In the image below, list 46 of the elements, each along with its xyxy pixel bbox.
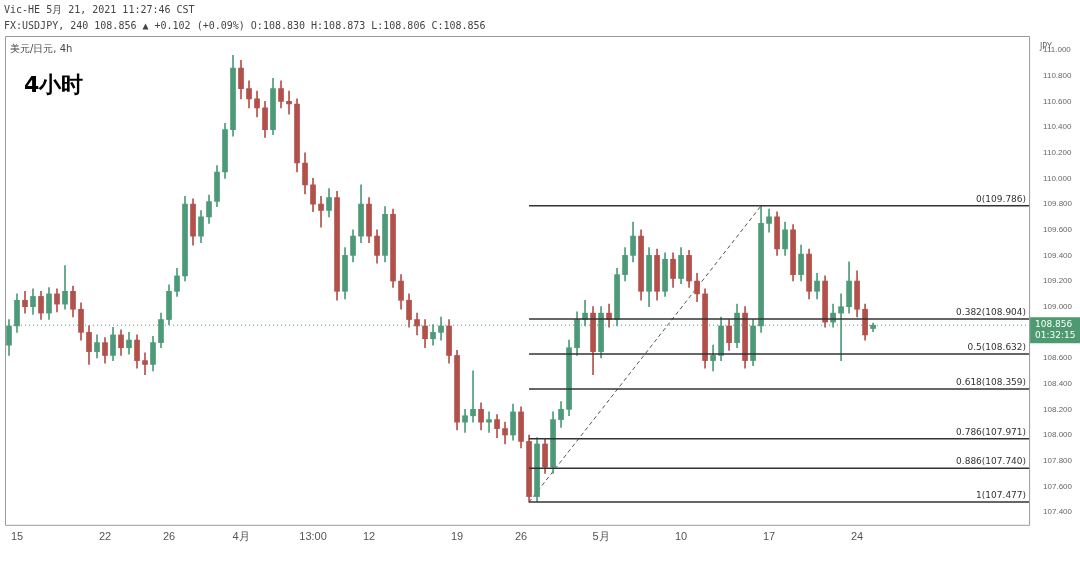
y-tick-label: 110.800 [1043, 70, 1072, 80]
x-tick-label: 24 [850, 530, 864, 543]
y-tick-label: 108.000 [1043, 430, 1073, 440]
y-tick-label: 110.600 [1043, 96, 1072, 106]
y-tick-label: 108.600 [1043, 353, 1073, 363]
x-tick-label: 19 [450, 530, 464, 543]
ref-line-label: 108.856 01:32:15 [1035, 318, 1076, 340]
ref-line-label: 1(107.477) [976, 489, 1027, 500]
candlestick [286, 90, 292, 115]
x-tick-label: 13:00 [299, 530, 327, 543]
candlestick [470, 370, 476, 423]
y-tick-label: 110.400 [1043, 122, 1072, 132]
x-tick-label: 17 [762, 530, 776, 543]
y-tick-label: 110.200 [1043, 147, 1072, 157]
x-tick-label: 12 [362, 530, 376, 543]
candlestick [142, 352, 148, 376]
y-tick-label: 107.600 [1043, 481, 1073, 491]
y-tick-label: 108.400 [1043, 378, 1073, 388]
y-tick-label: 110.000 [1043, 173, 1072, 183]
ref-line-label: 0.886(107.740) [956, 456, 1027, 467]
x-tick-label: 26 [162, 530, 176, 543]
y-tick-label: 109.200 [1043, 276, 1073, 286]
ref-line-label: 0(109.786) [976, 193, 1027, 204]
x-tick-label: 10 [674, 530, 688, 543]
y-tick-label: 109.800 [1043, 199, 1073, 209]
candlestick [318, 196, 324, 228]
y-tick-label: 109.400 [1043, 250, 1073, 260]
text: 4小时 [24, 71, 84, 99]
y-tick-label: 107.800 [1043, 455, 1073, 465]
text: FX:USDJPY, 240 108.856 ▲ +0.102 (+0.09%) O:108.830 H:108.873 L:108.806 C:108.856 [4, 20, 486, 31]
text: 美元/日元, 4h [10, 42, 73, 56]
y-tick-label: 107.400 [1043, 507, 1073, 517]
ref-line-label: 0.786(107.971) [956, 426, 1027, 437]
candlestick [486, 411, 492, 433]
y-tick-label: 109.000 [1043, 301, 1073, 311]
ref-line-label: 0.382(108.904) [956, 306, 1027, 317]
ref-line-label: 0.5(108.632) [967, 341, 1027, 352]
y-tick-label: 109.600 [1043, 224, 1073, 234]
ref-line-label: 0.618(108.359) [956, 376, 1027, 387]
x-tick-label: 26 [514, 530, 528, 543]
x-tick-label: 4月 [232, 530, 250, 543]
y-tick-label: 108.200 [1043, 404, 1073, 414]
x-tick-label: 5月 [592, 530, 610, 543]
text: Vic-HE 5月 21, 2021 11:27:46 CST [4, 3, 195, 17]
x-tick-label: 22 [98, 530, 112, 543]
x-tick-label: 15 [10, 530, 24, 543]
